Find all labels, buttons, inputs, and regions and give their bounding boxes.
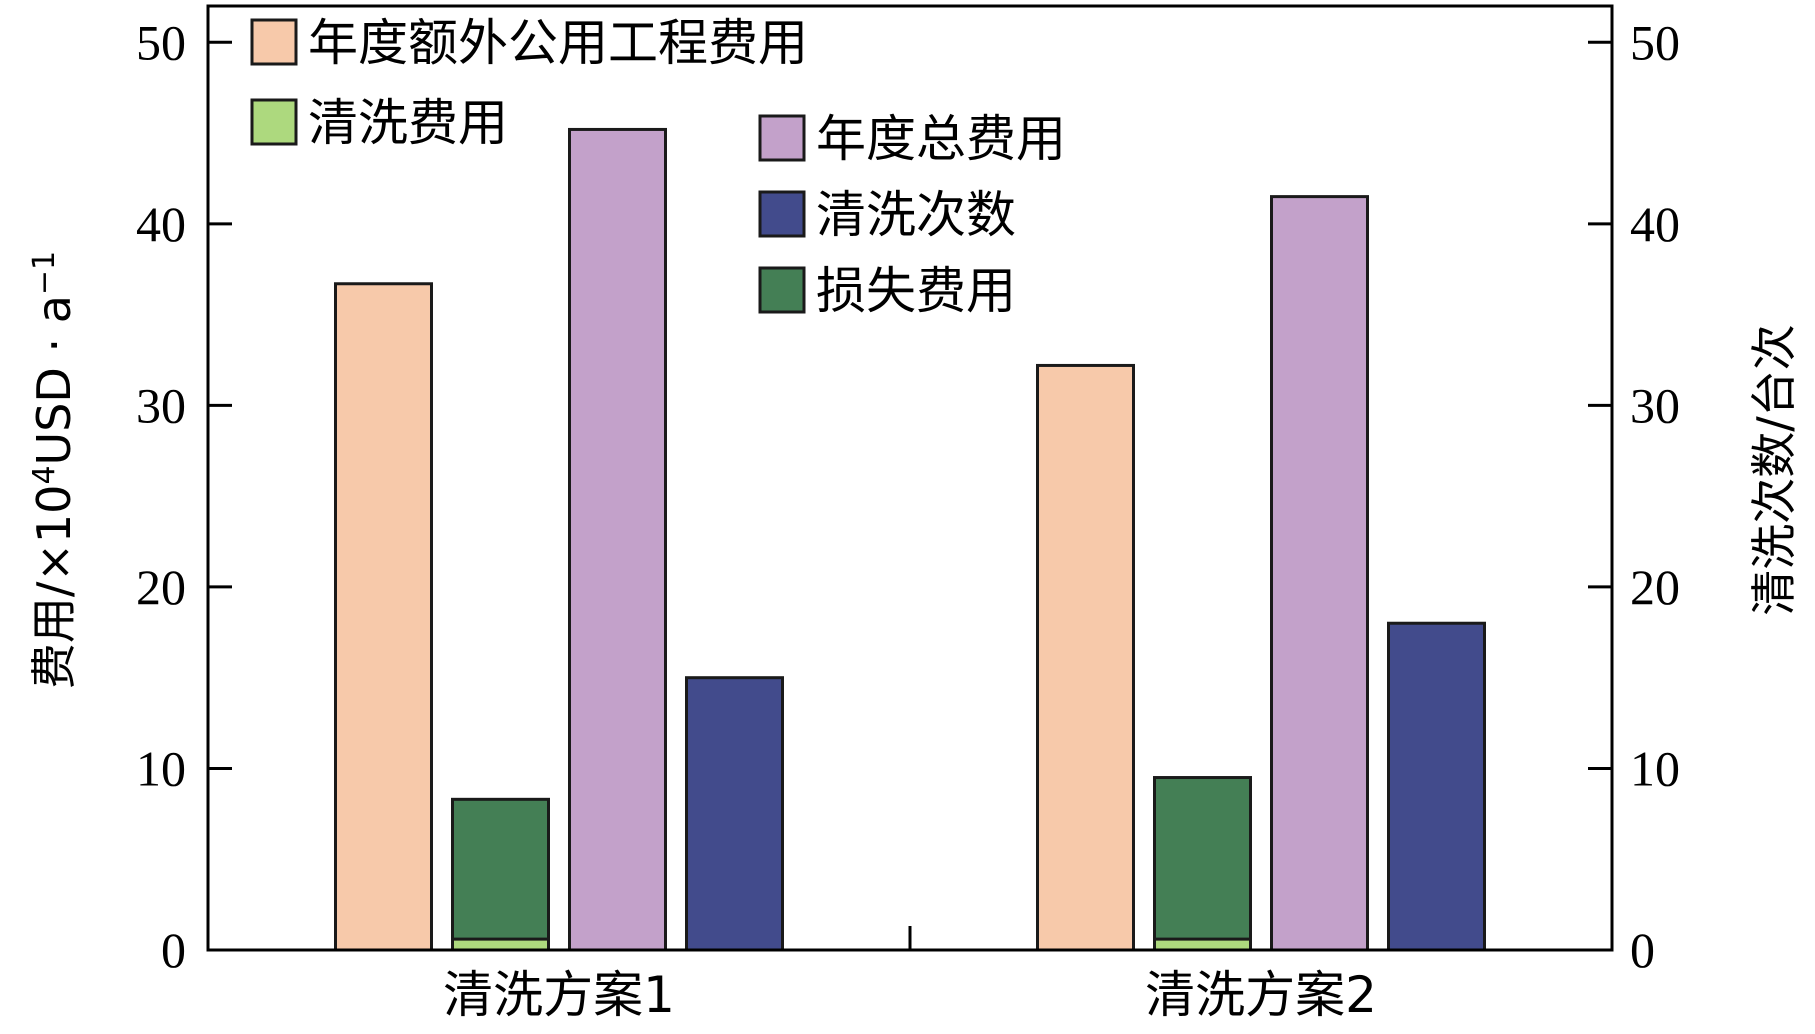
- y2-tick-label: 50: [1630, 14, 1680, 70]
- legend-label: 清洗次数: [816, 186, 1016, 244]
- axes-group: 0 10 20 30 40 50 0 10 20 30 40 50 清洗方案1 清洗方案2: [136, 4, 1680, 1024]
- bar-loss-cost: [451, 797, 550, 952]
- y2-tick-label: 40: [1630, 196, 1680, 252]
- bar-cleaning-cost: [451, 937, 550, 952]
- y2-tick-label: 0: [1630, 922, 1655, 978]
- bar-cleaning-count: [1387, 621, 1486, 952]
- x-category-label: 清洗方案1: [443, 966, 675, 1024]
- bars-group: [334, 127, 1486, 952]
- y2-tick-label: 30: [1630, 377, 1680, 433]
- legend-swatch: [758, 114, 806, 162]
- bar-cleaning-cost: [1153, 937, 1252, 952]
- y-tick-label: 20: [136, 559, 186, 615]
- y2-axis-title: 清洗次数/台次: [1747, 324, 1801, 616]
- x-category-label: 清洗方案2: [1145, 966, 1377, 1024]
- bar-total-cost: [1270, 195, 1369, 952]
- legend-swatch: [250, 18, 298, 66]
- y-tick-label: 10: [136, 740, 186, 796]
- y-tick-label: 40: [136, 196, 186, 252]
- legend-label: 年度总费用: [816, 110, 1066, 168]
- bar-cleaning-count: [685, 676, 784, 952]
- legend-label: 年度额外公用工程费用: [308, 14, 808, 72]
- bar-loss-cost: [1153, 776, 1252, 952]
- y2-tick-label: 10: [1630, 740, 1680, 796]
- y-tick-label: 0: [161, 922, 186, 978]
- y-axis-title: 费用/×104USD · a−1: [27, 251, 81, 689]
- bar-total-cost: [568, 127, 667, 952]
- bar-extra-utility-cost: [334, 282, 433, 952]
- bar-extra-utility-cost: [1036, 363, 1135, 952]
- legend-swatch: [250, 98, 298, 146]
- legend-label: 清洗费用: [308, 94, 508, 152]
- legend-swatch: [758, 266, 806, 314]
- y2-tick-label: 20: [1630, 559, 1680, 615]
- legend-swatch: [758, 190, 806, 238]
- legend-label: 损失费用: [816, 262, 1016, 320]
- y-tick-label: 50: [136, 14, 186, 70]
- y-tick-label: 30: [136, 377, 186, 433]
